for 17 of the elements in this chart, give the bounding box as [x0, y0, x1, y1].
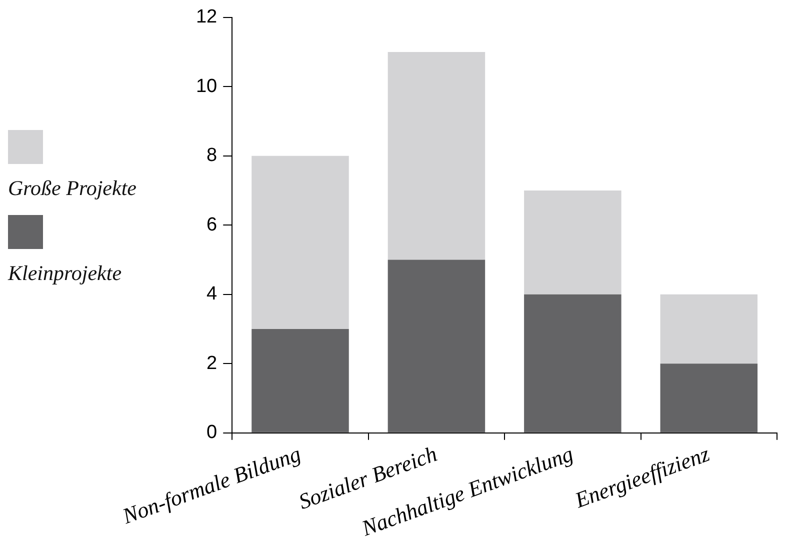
y-tick-label: 2 [206, 352, 218, 374]
bar [524, 294, 622, 432]
legend-label: Kleinprojekte [8, 261, 123, 286]
bar [388, 52, 486, 260]
bar [660, 294, 758, 364]
bar [388, 260, 486, 432]
bar [252, 329, 349, 432]
bar [660, 364, 758, 432]
y-tick-label: 0 [206, 422, 218, 444]
legend-label: Große Projekte [8, 176, 136, 201]
bar [252, 156, 349, 330]
y-tick-label: 8 [206, 145, 218, 166]
y-tick-label: 10 [196, 76, 218, 97]
y-tick-label: 6 [206, 214, 218, 236]
y-tick-label: 4 [206, 284, 218, 305]
y-tick-label: 12 [196, 6, 218, 28]
bar [524, 190, 622, 294]
